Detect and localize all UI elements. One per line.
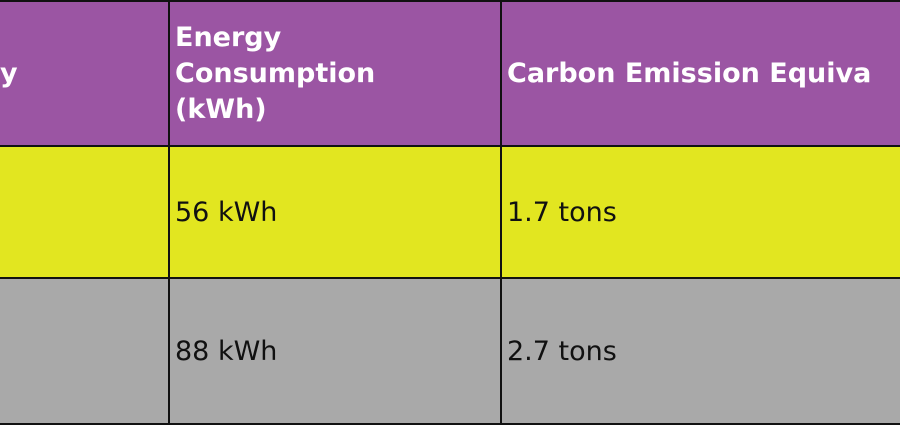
header-cell: Carbon Emission Equiva	[500, 0, 900, 147]
header-cell: Energy Consumption (kWh)	[168, 0, 502, 147]
cell	[0, 277, 170, 425]
header-text: y	[0, 57, 18, 89]
cell-text: 2.7 tons	[507, 335, 617, 367]
cell: 2.7 tons	[500, 277, 900, 425]
header-cell: y	[0, 0, 170, 147]
cell-text: 88 kWh	[175, 335, 278, 367]
header-text: Energy Consumption (kWh)	[175, 21, 376, 125]
cell-text: 1.7 tons	[507, 196, 617, 228]
cell: 88 kWh	[168, 277, 502, 425]
cell: 1.7 tons	[500, 145, 900, 279]
cell-text: 56 kWh	[175, 196, 278, 228]
cell: 56 kWh	[168, 145, 502, 279]
header-text: Carbon Emission Equiva	[507, 57, 872, 89]
cell	[0, 145, 170, 279]
